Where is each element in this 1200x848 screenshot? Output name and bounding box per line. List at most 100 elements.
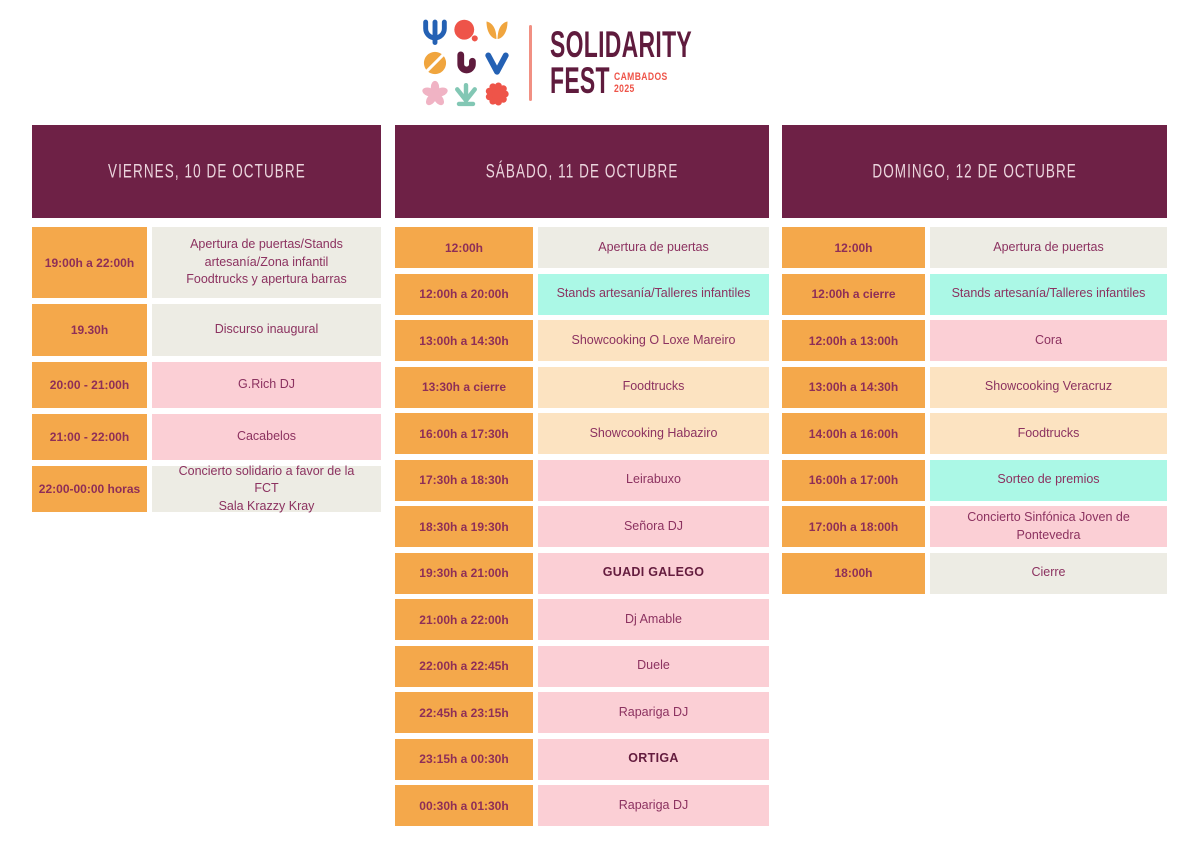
festival-title-line1: SOLIDARITY bbox=[549, 24, 692, 65]
festival-subtitle: CAMBADOS 2025 bbox=[614, 71, 683, 99]
event-cell: Concierto Sinfónica Joven de Pontevedra bbox=[930, 506, 1167, 547]
schedule-row: 12:00h a cierre Stands artesanía/Tallere… bbox=[782, 273, 1167, 315]
time-cell: 20:00 - 21:00h bbox=[32, 362, 147, 408]
schedule-row: 13:30h a cierre Foodtrucks bbox=[395, 366, 769, 408]
schedule-row: 14:00h a 16:00h Foodtrucks bbox=[782, 413, 1167, 454]
schedule-row: 12:00h Apertura de puertas bbox=[782, 227, 1167, 268]
day-header: SÁBADO, 11 DE OCTUBRE bbox=[395, 125, 769, 218]
time-cell: 13:30h a cierre bbox=[395, 366, 533, 408]
event-cell: Rapariga DJ bbox=[538, 785, 769, 826]
time-cell: 14:00h a 16:00h bbox=[782, 413, 925, 454]
time-cell: 19:00h a 22:00h bbox=[32, 227, 147, 298]
day-title: DOMINGO, 12 DE OCTUBRE bbox=[872, 160, 1077, 183]
day-title: VIERNES, 10 DE OCTUBRE bbox=[107, 160, 306, 183]
schedule-row: 21:00 - 22:00h Cacabelos bbox=[32, 414, 381, 460]
time-cell: 12:00h a cierre bbox=[782, 273, 925, 315]
time-cell: 23:15h a 00:30h bbox=[395, 738, 533, 780]
event-cell: Concierto solidario a favor de la FCT Sa… bbox=[152, 464, 381, 513]
time-cell: 18:30h a 19:30h bbox=[395, 506, 533, 547]
event-cell: Foodtrucks bbox=[930, 413, 1167, 454]
event-cell: Stands artesanía/Talleres infantiles bbox=[538, 273, 769, 315]
day-column: DOMINGO, 12 DE OCTUBRE 12:00h Apertura d… bbox=[782, 125, 1167, 599]
flower-icon bbox=[422, 80, 448, 106]
event-cell: Rapariga DJ bbox=[538, 692, 769, 733]
schedule-row: 20:00 - 21:00h G.Rich DJ bbox=[32, 362, 381, 408]
logo-shape-grid bbox=[421, 18, 511, 108]
event-cell: G.Rich DJ bbox=[152, 362, 381, 408]
time-cell: 17:00h a 18:00h bbox=[782, 506, 925, 547]
burst-flower-icon bbox=[485, 82, 509, 106]
event-cell: Apertura de puertas bbox=[930, 227, 1167, 268]
double-petal-icon bbox=[486, 21, 508, 39]
comma-j-icon bbox=[457, 51, 476, 74]
time-cell: 12:00h bbox=[782, 227, 925, 268]
day-header: DOMINGO, 12 DE OCTUBRE bbox=[782, 125, 1167, 218]
time-cell: 17:30h a 18:30h bbox=[395, 459, 533, 501]
time-cell: 22:45h a 23:15h bbox=[395, 692, 533, 733]
time-cell: 12:00h a 20:00h bbox=[395, 273, 533, 315]
schedule-row: 17:00h a 18:00h Concierto Sinfónica Jove… bbox=[782, 506, 1167, 547]
schedule-row: 00:30h a 01:30h Rapariga DJ bbox=[395, 785, 769, 826]
event-cell: Cacabelos bbox=[152, 414, 381, 460]
time-cell: 12:00h a 13:00h bbox=[782, 320, 925, 361]
time-cell: 16:00h a 17:00h bbox=[782, 459, 925, 501]
schedule-row: 22:00h a 22:45h Duele bbox=[395, 645, 769, 687]
time-cell: 13:00h a 14:30h bbox=[782, 366, 925, 408]
event-cell: Apertura de puertas bbox=[538, 227, 769, 268]
day-rows: 12:00h Apertura de puertas 12:00h a cier… bbox=[782, 227, 1167, 594]
day-header: VIERNES, 10 DE OCTUBRE bbox=[32, 125, 381, 218]
schedule-row: 22:00-00:00 horas Concierto solidario a … bbox=[32, 464, 381, 513]
day-title: SÁBADO, 11 DE OCTUBRE bbox=[485, 160, 679, 183]
schedule-row: 18:30h a 19:30h Señora DJ bbox=[395, 506, 769, 547]
day-column: VIERNES, 10 DE OCTUBRE 19:00h a 22:00h A… bbox=[32, 125, 381, 518]
event-cell: Dj Amable bbox=[538, 599, 769, 640]
event-cell: Discurso inaugural bbox=[152, 304, 381, 356]
schedule-row: 17:30h a 18:30h Leirabuxo bbox=[395, 459, 769, 501]
schedule-row: 16:00h a 17:30h Showcooking Habaziro bbox=[395, 413, 769, 454]
schedule-row: 12:00h a 20:00h Stands artesanía/Tallere… bbox=[395, 273, 769, 315]
event-cell: Apertura de puertas/Stands artesanía/Zon… bbox=[152, 227, 381, 298]
schedule-row: 19:30h a 21:00h GUADI GALEGO bbox=[395, 552, 769, 594]
festival-logo: SOLIDARITY FEST CAMBADOS 2025 bbox=[0, 18, 1200, 108]
fan-rays-icon bbox=[455, 83, 477, 107]
event-cell: GUADI GALEGO bbox=[538, 552, 769, 594]
schedule-row: 18:00h Cierre bbox=[782, 552, 1167, 594]
event-cell: Showcooking Veracruz bbox=[930, 366, 1167, 408]
time-cell: 12:00h bbox=[395, 227, 533, 268]
festival-year: 2025 bbox=[613, 83, 635, 96]
event-cell: ORTIGA bbox=[538, 738, 769, 780]
festival-wordmark: SOLIDARITY FEST CAMBADOS 2025 bbox=[549, 24, 779, 101]
event-cell: Showcooking Habaziro bbox=[538, 413, 769, 454]
schedule-row: 12:00h Apertura de puertas bbox=[395, 227, 769, 268]
event-cell: Cierre bbox=[930, 552, 1167, 594]
time-cell: 16:00h a 17:30h bbox=[395, 413, 533, 454]
day-rows: 12:00h Apertura de puertas 12:00h a 20:0… bbox=[395, 227, 769, 826]
event-cell: Cora bbox=[930, 320, 1167, 361]
schedule-row: 13:00h a 14:30h Showcooking O Loxe Marei… bbox=[395, 320, 769, 361]
schedule-row: 13:00h a 14:30h Showcooking Veracruz bbox=[782, 366, 1167, 408]
schedule-row: 23:15h a 00:30h ORTIGA bbox=[395, 738, 769, 780]
event-cell: Showcooking O Loxe Mareiro bbox=[538, 320, 769, 361]
time-cell: 19.30h bbox=[32, 304, 147, 356]
schedule-row: 19.30h Discurso inaugural bbox=[32, 304, 381, 356]
event-cell: Stands artesanía/Talleres infantiles bbox=[930, 273, 1167, 315]
festival-location: CAMBADOS bbox=[613, 70, 668, 83]
time-cell: 21:00h a 22:00h bbox=[395, 599, 533, 640]
event-cell: Leirabuxo bbox=[538, 459, 769, 501]
split-circle-icon bbox=[422, 50, 448, 76]
time-cell: 22:00h a 22:45h bbox=[395, 645, 533, 687]
schedule-row: 22:45h a 23:15h Rapariga DJ bbox=[395, 692, 769, 733]
dot-circle-icon bbox=[454, 19, 478, 42]
schedule-row: 19:00h a 22:00h Apertura de puertas/Stan… bbox=[32, 227, 381, 298]
festival-title-line2: FEST bbox=[549, 60, 610, 101]
time-cell: 13:00h a 14:30h bbox=[395, 320, 533, 361]
event-cell: Sorteo de premios bbox=[930, 459, 1167, 501]
event-cell: Foodtrucks bbox=[538, 366, 769, 408]
time-cell: 22:00-00:00 horas bbox=[32, 466, 147, 512]
time-cell: 19:30h a 21:00h bbox=[395, 552, 533, 594]
time-cell: 21:00 - 22:00h bbox=[32, 414, 147, 460]
logo-divider-line bbox=[528, 25, 532, 101]
day-column: SÁBADO, 11 DE OCTUBRE 12:00h Apertura de… bbox=[395, 125, 769, 832]
